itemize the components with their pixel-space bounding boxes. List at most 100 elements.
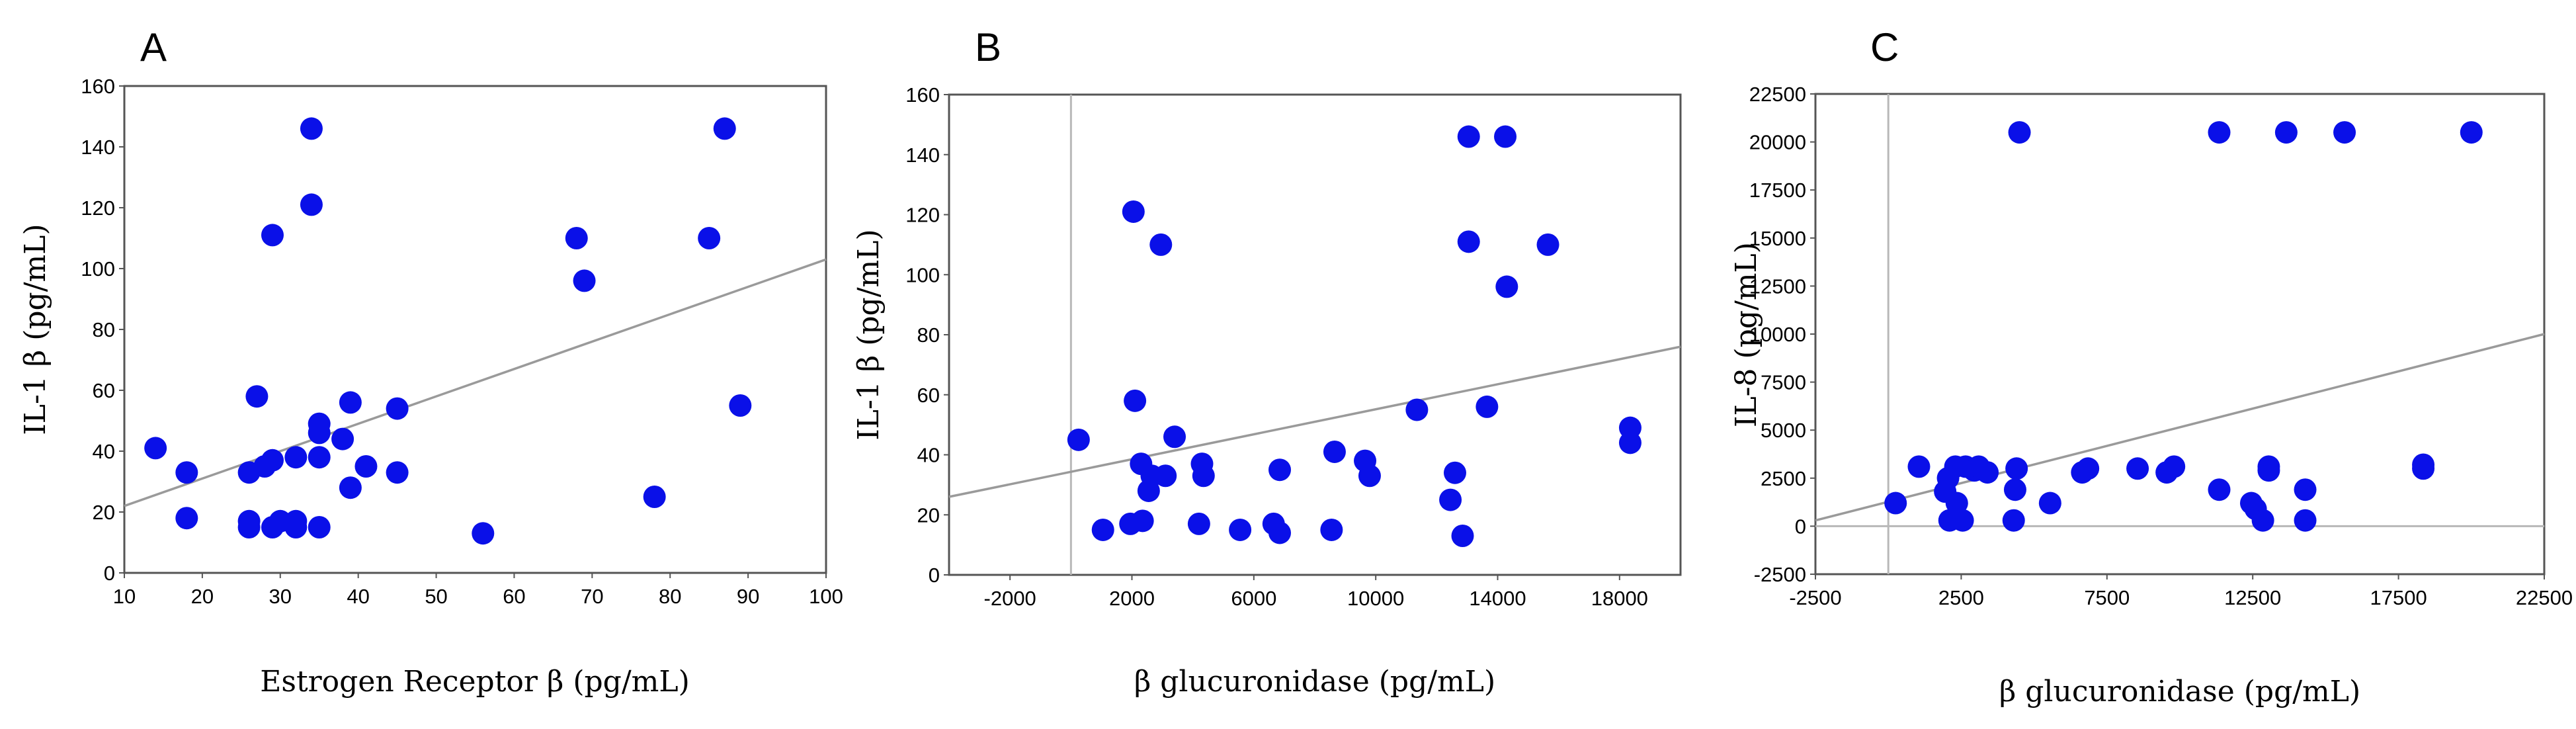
x-tick-label-a: 20: [191, 585, 214, 608]
x-tick-label-c: 7500: [2084, 586, 2130, 609]
x-tick-label-b: 14000: [1469, 587, 1526, 610]
data-point-c: [2274, 121, 2298, 144]
data-point-b: [1475, 395, 1499, 418]
data-point-c: [1884, 492, 1907, 515]
y-tick-label-c: 17500: [1749, 179, 1806, 202]
data-point-b: [1091, 518, 1114, 541]
x-ticks-b: -2000 2000 6000 10000 14000 18000: [984, 575, 1648, 610]
data-point-b: [1131, 509, 1154, 533]
regression-line-b: [948, 345, 1681, 498]
data-point-c: [2251, 509, 2274, 532]
data-point-b: [1618, 431, 1641, 454]
points-c: [1884, 121, 2483, 532]
points-b: [1067, 125, 1641, 548]
y-tick-label-a: 120: [81, 196, 115, 220]
x-tick-label-a: 80: [659, 585, 681, 608]
x-ticks-c: -2500 2500 7500 12500 17500 22500: [1789, 574, 2573, 609]
panel-b: B -2000 2000 6000 10000 14000 18000 0 20 40 60 80…: [852, 25, 1682, 699]
y-tick-label-c: -2500: [1754, 563, 1806, 586]
x-tick-label-c: 17500: [2370, 586, 2427, 609]
data-point-b: [1443, 461, 1466, 484]
y-tick-label-c: 12500: [1749, 275, 1806, 298]
x-tick-label-a: 70: [581, 585, 603, 608]
data-point-c: [2077, 457, 2100, 480]
data-point-b: [1358, 464, 1381, 488]
x-tick-label-b: 10000: [1347, 587, 1404, 610]
y-tick-label-c: 10000: [1749, 323, 1806, 346]
y-tick-label-c: 7500: [1761, 371, 1806, 394]
y-tick-label-a: 100: [81, 257, 115, 280]
y-tick-label-a: 160: [81, 75, 115, 98]
y-tick-label-a: 140: [81, 136, 115, 159]
x-tick-label-a: 10: [113, 585, 136, 608]
y-tick-label-c: 2500: [1761, 467, 1806, 490]
data-point-a: [300, 193, 323, 216]
y-axis-label-b: IL-1 β (pg/mL): [852, 229, 886, 440]
y-tick-label-b: 40: [917, 444, 940, 467]
data-point-b: [1457, 125, 1480, 148]
plot-area-a: [123, 85, 827, 574]
plot-area-b: [948, 93, 1682, 576]
data-point-b: [1067, 428, 1090, 451]
data-point-a: [284, 446, 308, 469]
data-point-c: [2002, 509, 2025, 532]
y-tick-label-c: 22500: [1749, 83, 1806, 106]
y-tick-label-c: 15000: [1749, 227, 1806, 250]
data-point-b: [1494, 125, 1517, 148]
data-point-a: [573, 269, 596, 292]
data-point-a: [472, 522, 495, 545]
data-point-a: [245, 385, 269, 408]
data-point-c: [2460, 121, 2483, 144]
data-point-a: [729, 394, 752, 417]
y-ticks-c: -2500 0 2500 5000 7500 10000 12500 15000 17500 20…: [1749, 83, 1815, 586]
points-a: [144, 117, 752, 545]
data-point-c: [2008, 121, 2031, 144]
data-point-c: [2208, 121, 2231, 144]
y-tick-label-b: 20: [917, 503, 940, 527]
x-tick-label-b: 6000: [1231, 587, 1276, 610]
data-point-a: [308, 516, 331, 538]
data-point-c: [2163, 455, 2186, 478]
data-point-a: [261, 224, 284, 247]
data-point-c: [2126, 457, 2149, 480]
x-tick-label-c: 22500: [2516, 586, 2573, 609]
data-point-c: [2208, 478, 2231, 501]
data-point-b: [1149, 233, 1173, 256]
data-point-a: [144, 437, 167, 460]
panel-letter-b: B: [975, 25, 1001, 69]
y-tick-label-b: 80: [917, 323, 940, 347]
data-point-b: [1122, 200, 1145, 223]
y-ticks-b: 0 20 40 60 80 100 120 140 160: [905, 83, 949, 587]
data-point-c: [2294, 509, 2317, 532]
x-tick-label-a: 40: [347, 585, 369, 608]
data-point-b: [1268, 521, 1292, 544]
x-tick-label-a: 100: [809, 585, 843, 608]
data-point-a: [339, 391, 362, 414]
y-tick-label-b: 120: [905, 204, 940, 227]
data-point-c: [2333, 121, 2356, 144]
data-point-b: [1405, 398, 1429, 421]
y-tick-label-a: 20: [93, 501, 115, 524]
x-tick-label-a: 60: [503, 585, 525, 608]
y-axis-label-c: IL-8 (pg/mL): [1729, 242, 1763, 427]
data-point-a: [386, 397, 409, 420]
data-point-c: [1945, 492, 1968, 515]
data-point-a: [713, 117, 736, 140]
y-tick-label-b: 0: [929, 564, 940, 587]
panel-letter-a: A: [140, 25, 167, 69]
data-point-b: [1154, 464, 1177, 488]
y-tick-label-b: 60: [917, 384, 940, 407]
data-point-b: [1229, 518, 1252, 541]
data-point-c: [2257, 455, 2280, 478]
data-point-c: [2005, 457, 2028, 480]
data-point-b: [1457, 230, 1480, 253]
data-point-a: [261, 449, 284, 472]
data-point-a: [175, 507, 198, 530]
x-tick-label-b: 2000: [1109, 587, 1155, 610]
data-point-a: [565, 227, 588, 249]
data-point-c: [2003, 478, 2026, 501]
data-point-b: [1536, 233, 1559, 256]
data-point-c: [1976, 461, 1999, 484]
data-point-c: [1951, 509, 1974, 532]
data-point-b: [1439, 488, 1462, 511]
